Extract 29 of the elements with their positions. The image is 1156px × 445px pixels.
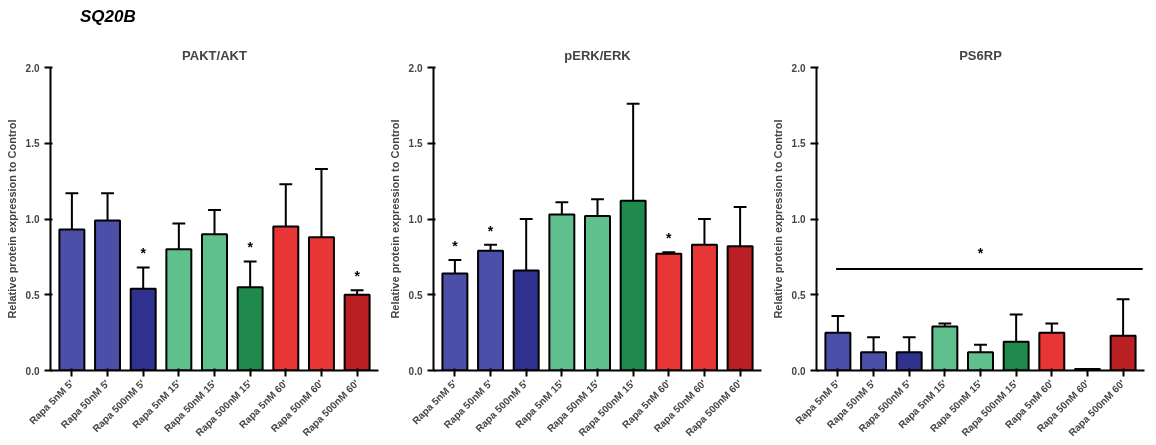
chart-title: PAKT/AKT — [182, 47, 247, 63]
data-label: * — [487, 222, 494, 239]
y-tick-label: 1.5 — [791, 138, 806, 150]
data-label: * — [666, 230, 673, 247]
y-tick-label: 0.0 — [25, 365, 40, 377]
data-label: * — [452, 237, 459, 254]
y-axis-title: Relative protein expression to Control — [388, 119, 401, 319]
y-tick-label: 1.0 — [791, 214, 806, 225]
y-tick-label: 1.5 — [408, 138, 423, 150]
y-tick-label: 0.5 — [791, 289, 806, 301]
y-tick-label: 2.0 — [791, 62, 806, 74]
chart-title: pERK/ERK — [564, 47, 632, 63]
y-axis-title: Relative protein expression to Control — [771, 119, 784, 319]
y-tick-label: 1.0 — [408, 214, 423, 225]
y-tick-label: 1.0 — [25, 214, 40, 225]
y-tick-label: 2.0 — [408, 62, 423, 74]
y-tick-label: 1.5 — [25, 138, 40, 150]
y-axis-title: Relative protein expression to Control — [5, 119, 18, 319]
y-tick-label: 0.5 — [25, 289, 40, 301]
ref-line-label: * — [977, 244, 984, 261]
y-tick-label: 0.0 — [791, 365, 806, 377]
data-label: * — [140, 245, 147, 262]
y-tick-label: 0.5 — [408, 289, 423, 301]
chart-subtitle: SQ20B — [80, 6, 136, 28]
data-label: * — [247, 239, 254, 256]
chart-title: PS6RP — [959, 47, 1003, 63]
y-tick-label: 0.0 — [408, 365, 423, 377]
data-label: * — [354, 268, 361, 285]
y-tick-label: 2.0 — [25, 62, 40, 74]
